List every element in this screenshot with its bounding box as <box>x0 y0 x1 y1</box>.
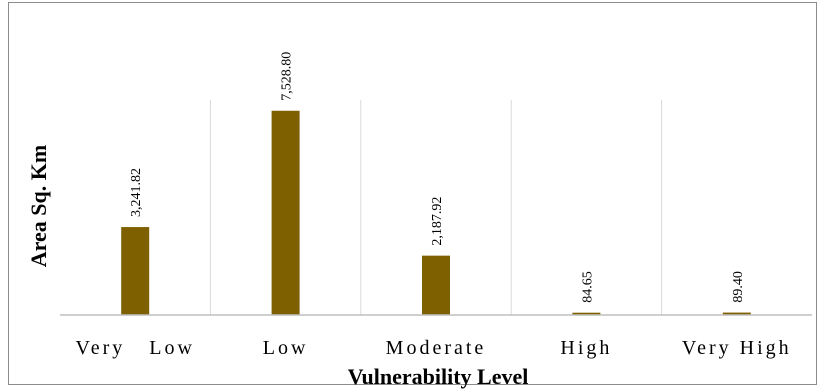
x-tick-label-1: Low <box>263 337 309 359</box>
x-axis-title: Vulnerability Level <box>348 364 529 389</box>
x-tick-labels: Very Low Low Moderate High Very High <box>75 337 792 359</box>
bar-4 <box>722 312 751 315</box>
x-tick-label-2: Moderate <box>386 337 487 359</box>
data-label-1: 7,528.80 <box>280 52 295 101</box>
bars <box>121 110 751 315</box>
bar-0 <box>121 227 150 315</box>
data-label-0: 3,241.82 <box>129 168 144 217</box>
gridlines <box>209 100 663 315</box>
bar-2 <box>422 255 450 315</box>
y-axis-title: Area Sq. Km <box>26 145 51 267</box>
data-label-2: 2,187.92 <box>430 197 445 246</box>
x-tick-label-4: Very High <box>682 337 792 359</box>
data-label-4: 89.40 <box>731 271 746 303</box>
x-tick-label-0: Very Low <box>75 337 194 359</box>
data-labels: 3,241.82 7,528.80 2,187.92 84.65 89.40 <box>129 52 746 303</box>
data-label-3: 84.65 <box>580 271 595 303</box>
x-tick-label-3: High <box>560 337 612 359</box>
bar-3 <box>572 312 601 315</box>
bar-1 <box>271 110 300 315</box>
chart-frame <box>8 2 817 385</box>
